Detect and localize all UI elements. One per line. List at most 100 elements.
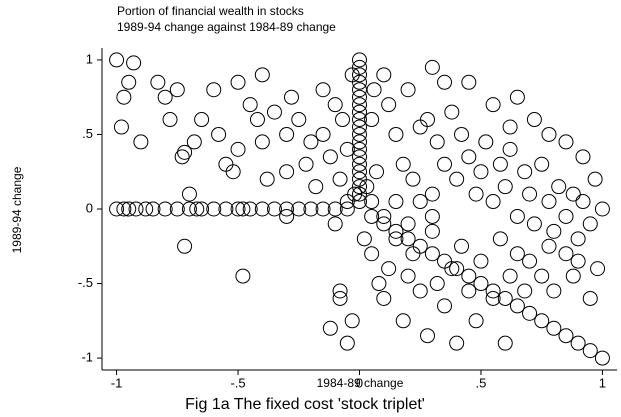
point bbox=[570, 253, 586, 269]
point bbox=[376, 67, 392, 83]
point bbox=[376, 290, 392, 306]
point bbox=[254, 67, 270, 83]
point bbox=[558, 208, 574, 224]
point bbox=[437, 298, 453, 314]
point bbox=[352, 52, 367, 68]
point bbox=[509, 208, 525, 224]
point bbox=[109, 201, 125, 217]
point bbox=[594, 201, 610, 217]
point bbox=[266, 104, 282, 120]
point bbox=[230, 201, 246, 217]
point bbox=[334, 112, 350, 128]
point bbox=[211, 126, 227, 142]
point bbox=[541, 238, 557, 254]
point bbox=[138, 201, 154, 217]
point bbox=[352, 126, 367, 142]
x-tick-label: 1 bbox=[599, 375, 606, 390]
point bbox=[327, 216, 343, 232]
point bbox=[388, 223, 404, 239]
point bbox=[420, 112, 436, 128]
point bbox=[364, 208, 380, 224]
point bbox=[218, 201, 234, 217]
point bbox=[517, 164, 533, 180]
point bbox=[522, 253, 538, 269]
point bbox=[116, 89, 132, 105]
point bbox=[291, 112, 307, 128]
point bbox=[473, 253, 489, 269]
point bbox=[113, 119, 129, 135]
point bbox=[437, 253, 453, 269]
point bbox=[594, 350, 610, 366]
point bbox=[352, 179, 367, 195]
point bbox=[526, 216, 542, 232]
point bbox=[485, 194, 501, 210]
point bbox=[376, 216, 392, 232]
point bbox=[344, 67, 360, 83]
point bbox=[364, 112, 380, 128]
point bbox=[502, 268, 518, 284]
point bbox=[468, 313, 484, 329]
point bbox=[189, 201, 205, 217]
point bbox=[497, 179, 513, 195]
point bbox=[412, 238, 428, 254]
point bbox=[534, 156, 550, 172]
point bbox=[327, 201, 343, 217]
y-tick-label: -1 bbox=[81, 350, 93, 365]
point bbox=[558, 328, 574, 344]
point bbox=[332, 283, 348, 299]
point bbox=[298, 156, 314, 172]
point bbox=[534, 268, 550, 284]
point bbox=[405, 171, 421, 187]
point bbox=[121, 74, 137, 90]
y-tick-label: 1 bbox=[86, 51, 93, 66]
chart-subtitle: 1989-94 change against 1984-89 change bbox=[117, 20, 336, 34]
point bbox=[449, 261, 465, 277]
point bbox=[468, 186, 484, 202]
point bbox=[526, 112, 542, 128]
point bbox=[541, 126, 557, 142]
point bbox=[186, 134, 202, 150]
point bbox=[429, 276, 445, 292]
point bbox=[242, 201, 258, 217]
point bbox=[400, 216, 416, 232]
point bbox=[177, 238, 193, 254]
point bbox=[492, 156, 508, 172]
point bbox=[412, 283, 428, 299]
point bbox=[283, 89, 299, 105]
point bbox=[449, 171, 465, 187]
point bbox=[352, 104, 367, 120]
point bbox=[565, 186, 581, 202]
point bbox=[327, 97, 343, 113]
x-axis-label: 1984-89 change bbox=[317, 376, 404, 390]
point bbox=[546, 320, 562, 336]
point bbox=[395, 313, 411, 329]
point bbox=[405, 246, 421, 262]
point bbox=[145, 201, 161, 217]
point bbox=[371, 276, 387, 292]
point bbox=[565, 268, 581, 284]
caption: Fig 1a The fixed cost 'stock triplet' bbox=[185, 396, 425, 413]
point bbox=[279, 126, 295, 142]
point bbox=[485, 290, 501, 306]
point bbox=[162, 112, 178, 128]
point bbox=[194, 112, 210, 128]
point bbox=[266, 201, 282, 217]
point bbox=[558, 246, 574, 262]
point bbox=[359, 179, 375, 195]
point bbox=[424, 223, 440, 239]
x-tick-label: 0 bbox=[356, 375, 363, 390]
point bbox=[339, 194, 355, 210]
point bbox=[254, 134, 270, 150]
point bbox=[369, 164, 385, 180]
point bbox=[303, 201, 319, 217]
point bbox=[235, 268, 251, 284]
point bbox=[291, 201, 307, 217]
point bbox=[279, 208, 295, 224]
point bbox=[279, 201, 295, 217]
point bbox=[218, 156, 234, 172]
y-axis-label: 1989-94 change bbox=[10, 166, 24, 253]
point bbox=[352, 119, 367, 135]
point bbox=[352, 194, 367, 210]
